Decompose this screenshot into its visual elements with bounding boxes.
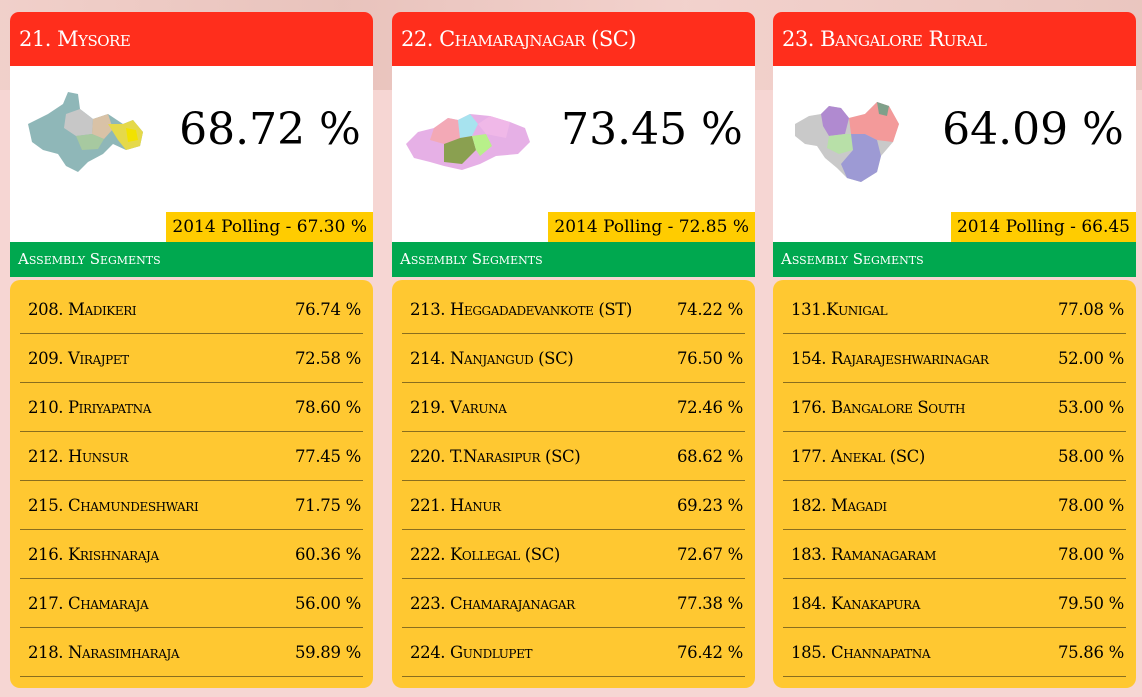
assembly-segments-heading: Assembly Segments	[10, 242, 373, 277]
segment-value: 56.00 %	[294, 593, 361, 613]
segment-value: 76.42 %	[676, 642, 743, 662]
segment-name: 154. Rajarajeshwarinagar	[791, 348, 989, 368]
segment-row: 131.Kunigal 77.08 %	[783, 285, 1126, 334]
segment-name: 213. Heggadadevankote (ST)	[410, 299, 632, 319]
segment-value: 77.08 %	[1057, 299, 1124, 319]
segment-name: 218. Narasimharaja	[28, 642, 180, 662]
segment-row: 209. Virajpet 72.58 %	[20, 334, 363, 383]
segment-name: 215. Chamundeshwari	[28, 495, 199, 515]
segment-value: 77.45 %	[294, 446, 361, 466]
assembly-segments-heading: Assembly Segments	[773, 242, 1136, 277]
segment-row: 215. Chamundeshwari 71.75 %	[20, 481, 363, 530]
segment-value: 59.89 %	[294, 642, 361, 662]
segment-row: 184. Kanakapura 79.50 %	[783, 579, 1126, 628]
segment-row: 185. Channapatna 75.86 %	[783, 628, 1126, 677]
segment-row: 223. Chamarajanagar 77.38 %	[402, 579, 745, 628]
segment-name: 219. Varuna	[410, 397, 507, 417]
segment-row: 220. T.Narasipur (SC) 68.62 %	[402, 432, 745, 481]
segment-row: 212. Hunsur 77.45 %	[20, 432, 363, 481]
chamarajnagar-map-icon	[406, 114, 530, 170]
segment-value: 77.38 %	[676, 593, 743, 613]
segment-name: 223. Chamarajanagar	[410, 593, 575, 613]
segment-name: 208. Madikeri	[28, 299, 137, 319]
constituency-title: 21. Mysore	[10, 12, 373, 66]
segment-name: 131.Kunigal	[791, 299, 888, 319]
segment-row: 183. Ramanagaram 78.00 %	[783, 530, 1126, 579]
segment-row: 182. Magadi 78.00 %	[783, 481, 1126, 530]
segment-row: 210. Piriyapatna 78.60 %	[20, 383, 363, 432]
segment-row: 213. Heggadadevankote (ST) 74.22 %	[402, 285, 745, 334]
segment-name: 185. Channapatna	[791, 642, 931, 662]
segment-value: 72.46 %	[676, 397, 743, 417]
segment-value: 78.00 %	[1057, 544, 1124, 564]
turnout-panel: 73.45 % 2014 Polling - 72.85 %	[392, 66, 755, 242]
segment-row: 221. Hanur 69.23 %	[402, 481, 745, 530]
segment-value: 72.67 %	[676, 544, 743, 564]
segment-row: 218. Narasimharaja 59.89 %	[20, 628, 363, 677]
segment-row: 224. Gundlupet 76.42 %	[402, 628, 745, 677]
segment-row: 216. Krishnaraja 60.36 %	[20, 530, 363, 579]
turnout-percentage: 73.45 %	[561, 104, 743, 155]
segment-row: 176. Bangalore South 53.00 %	[783, 383, 1126, 432]
turnout-panel: 64.09 % 2014 Polling - 66.45	[773, 66, 1136, 242]
segment-value: 79.50 %	[1057, 593, 1124, 613]
segment-value: 78.00 %	[1057, 495, 1124, 515]
turnout-percentage: 68.72 %	[179, 104, 361, 155]
turnout-percentage: 64.09 %	[942, 104, 1124, 155]
segment-value: 69.23 %	[676, 495, 743, 515]
segment-row: 217. Chamaraja 56.00 %	[20, 579, 363, 628]
segment-value: 60.36 %	[294, 544, 361, 564]
segment-value: 74.22 %	[676, 299, 743, 319]
turnout-panel: 68.72 % 2014 Polling - 67.30 %	[10, 66, 373, 242]
segment-row: 154. Rajarajeshwarinagar 52.00 %	[783, 334, 1126, 383]
segment-name: 210. Piriyapatna	[28, 397, 152, 417]
segment-name: 221. Hanur	[410, 495, 501, 515]
segment-row: 208. Madikeri 76.74 %	[20, 285, 363, 334]
assembly-segments-list: 131.Kunigal 77.08 % 154. Rajarajeshwarina…	[773, 280, 1136, 688]
segment-name: 222. Kollegal (SC)	[410, 544, 560, 564]
segment-row: 222. Kollegal (SC) 72.67 %	[402, 530, 745, 579]
bangalore-rural-map-icon	[795, 102, 899, 182]
assembly-segments-list: 213. Heggadadevankote (ST) 74.22 % 214. N…	[392, 280, 755, 688]
segment-name: 217. Chamaraja	[28, 593, 149, 613]
segment-name: 183. Ramanagaram	[791, 544, 937, 564]
segment-name: 224. Gundlupet	[410, 642, 533, 662]
segment-name: 212. Hunsur	[28, 446, 128, 466]
segment-name: 184. Kanakapura	[791, 593, 920, 613]
segment-value: 58.00 %	[1057, 446, 1124, 466]
constituency-card-bangalore-rural: 23. Bangalore Rural 64.09 % 2014 Polling…	[773, 12, 1136, 688]
segment-name: 182. Magadi	[791, 495, 887, 515]
segment-name: 216. Krishnaraja	[28, 544, 159, 564]
segment-value: 75.86 %	[1057, 642, 1124, 662]
segment-value: 78.60 %	[294, 397, 361, 417]
segment-value: 72.58 %	[294, 348, 361, 368]
segment-value: 52.00 %	[1057, 348, 1124, 368]
constituency-card-mysore: 21. Mysore 68.72 % 2014 Polling - 67.30 …	[10, 12, 373, 688]
assembly-segments-list: 208. Madikeri 76.74 % 209. Virajpet 72.58 …	[10, 280, 373, 688]
polling-2014-badge: 2014 Polling - 67.30 %	[166, 212, 373, 242]
polling-2014-badge: 2014 Polling - 72.85 %	[548, 212, 755, 242]
polling-2014-badge: 2014 Polling - 66.45	[950, 212, 1136, 242]
constituency-title: 22. Chamarajnagar (SC)	[392, 12, 755, 66]
segment-value: 68.62 %	[676, 446, 743, 466]
segment-value: 76.50 %	[676, 348, 743, 368]
segment-row: 214. Nanjangud (SC) 76.50 %	[402, 334, 745, 383]
segment-row: 219. Varuna 72.46 %	[402, 383, 745, 432]
segment-name: 176. Bangalore South	[791, 397, 966, 417]
mysore-map-icon	[28, 92, 143, 172]
segment-name: 209. Virajpet	[28, 348, 129, 368]
segment-name: 220. T.Narasipur (SC)	[410, 446, 581, 466]
assembly-segments-heading: Assembly Segments	[392, 242, 755, 277]
segment-value: 76.74 %	[294, 299, 361, 319]
constituency-title: 23. Bangalore Rural	[773, 12, 1136, 66]
segment-name: 214. Nanjangud (SC)	[410, 348, 574, 368]
segment-name: 177. Anekal (SC)	[791, 446, 925, 466]
constituency-card-chamarajnagar: 22. Chamarajnagar (SC) 73.45 % 2014 Poll…	[392, 12, 755, 688]
segment-value: 71.75 %	[294, 495, 361, 515]
segment-value: 53.00 %	[1057, 397, 1124, 417]
segment-row: 177. Anekal (SC) 58.00 %	[783, 432, 1126, 481]
